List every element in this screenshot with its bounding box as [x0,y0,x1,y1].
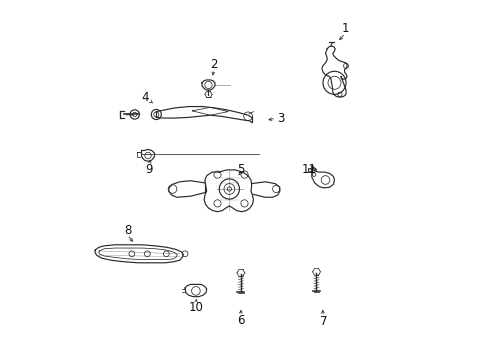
Text: 7: 7 [319,315,327,328]
Text: 3: 3 [276,112,284,125]
Text: 2: 2 [210,58,217,71]
Text: 4: 4 [142,91,149,104]
Text: 1: 1 [341,22,348,35]
Text: 5: 5 [237,163,244,176]
Text: 9: 9 [145,163,153,176]
Text: 11: 11 [301,163,316,176]
Text: 8: 8 [123,224,131,237]
Text: 10: 10 [188,301,203,314]
Text: 6: 6 [237,314,244,327]
